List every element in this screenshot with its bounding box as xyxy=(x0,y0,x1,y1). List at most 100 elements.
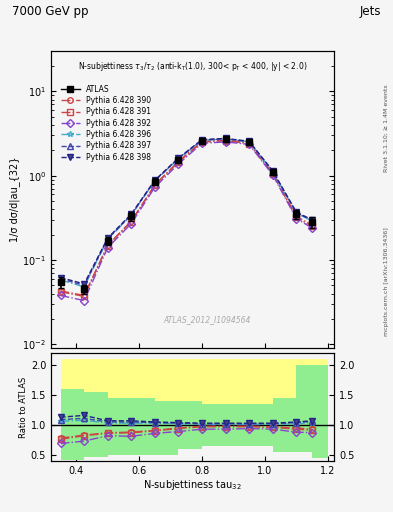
Pythia 6.428 392 xyxy=(270,172,275,178)
Bar xyxy=(84,392,108,457)
Pythia 6.428 390 xyxy=(105,242,110,248)
Bar xyxy=(296,365,312,452)
Bar xyxy=(178,401,202,449)
Pythia 6.428 397 xyxy=(200,137,204,143)
Pythia 6.428 390 xyxy=(223,137,228,143)
Pythia 6.428 398 xyxy=(58,274,63,281)
Bar xyxy=(131,398,155,455)
Line: Pythia 6.428 390: Pythia 6.428 390 xyxy=(58,137,315,298)
Bar xyxy=(202,404,226,446)
Pythia 6.428 397 xyxy=(82,282,86,288)
Pythia 6.428 397 xyxy=(223,136,228,142)
Pythia 6.428 391 xyxy=(247,141,252,147)
Bar xyxy=(296,359,312,452)
Bar xyxy=(155,401,178,455)
Pythia 6.428 390 xyxy=(129,218,134,224)
Bar xyxy=(108,398,131,455)
Pythia 6.428 391 xyxy=(82,293,86,300)
Line: Pythia 6.428 396: Pythia 6.428 396 xyxy=(58,136,315,290)
Bar xyxy=(226,404,249,446)
Pythia 6.428 390 xyxy=(200,138,204,144)
Pythia 6.428 391 xyxy=(200,139,204,145)
Pythia 6.428 390 xyxy=(176,158,181,164)
Bar xyxy=(61,389,84,460)
Pythia 6.428 390 xyxy=(294,213,299,219)
Pythia 6.428 397 xyxy=(294,209,299,216)
Pythia 6.428 392 xyxy=(58,292,63,298)
Pythia 6.428 397 xyxy=(152,178,157,184)
Text: Jets: Jets xyxy=(360,5,381,18)
Pythia 6.428 397 xyxy=(247,139,252,145)
Pythia 6.428 392 xyxy=(247,141,252,147)
Text: mcplots.cern.ch [arXiv:1306.3436]: mcplots.cern.ch [arXiv:1306.3436] xyxy=(384,227,389,336)
Pythia 6.428 391 xyxy=(58,289,63,295)
Pythia 6.428 398 xyxy=(200,137,204,143)
Bar xyxy=(131,359,155,455)
Pythia 6.428 397 xyxy=(270,168,275,174)
Pythia 6.428 392 xyxy=(176,161,181,167)
Pythia 6.428 392 xyxy=(82,297,86,304)
X-axis label: N-subjettiness tau$_{32}$: N-subjettiness tau$_{32}$ xyxy=(143,478,242,493)
Pythia 6.428 396 xyxy=(310,218,314,224)
Pythia 6.428 396 xyxy=(223,136,228,142)
Pythia 6.428 396 xyxy=(200,137,204,143)
Pythia 6.428 398 xyxy=(270,168,275,174)
Pythia 6.428 396 xyxy=(129,212,134,218)
Bar xyxy=(84,359,108,457)
Bar xyxy=(249,359,273,446)
Pythia 6.428 390 xyxy=(270,170,275,176)
Line: Pythia 6.428 391: Pythia 6.428 391 xyxy=(58,138,315,299)
Text: 7000 GeV pp: 7000 GeV pp xyxy=(12,5,88,18)
Pythia 6.428 391 xyxy=(105,243,110,249)
Bar xyxy=(108,359,131,455)
Pythia 6.428 390 xyxy=(82,292,86,298)
Line: Pythia 6.428 397: Pythia 6.428 397 xyxy=(58,136,315,288)
Text: N-subjettiness $\tau_3/\tau_2$ (anti-k$_\mathrm{T}$(1.0), 300< p$_\mathrm{T}$ < : N-subjettiness $\tau_3/\tau_2$ (anti-k$_… xyxy=(78,60,307,73)
Pythia 6.428 396 xyxy=(294,210,299,216)
Pythia 6.428 392 xyxy=(294,216,299,222)
Bar xyxy=(249,404,273,446)
Pythia 6.428 391 xyxy=(176,159,181,165)
Pythia 6.428 396 xyxy=(152,178,157,184)
Bar xyxy=(178,359,202,449)
Pythia 6.428 396 xyxy=(270,168,275,175)
Bar xyxy=(61,359,84,460)
Pythia 6.428 392 xyxy=(152,184,157,190)
Pythia 6.428 397 xyxy=(58,275,63,282)
Text: ATLAS_2012_I1094564: ATLAS_2012_I1094564 xyxy=(163,315,250,325)
Legend: ATLAS, Pythia 6.428 390, Pythia 6.428 391, Pythia 6.428 392, Pythia 6.428 396, P: ATLAS, Pythia 6.428 390, Pythia 6.428 39… xyxy=(58,82,154,164)
Pythia 6.428 398 xyxy=(223,135,228,141)
Line: Pythia 6.428 398: Pythia 6.428 398 xyxy=(58,136,315,287)
Pythia 6.428 391 xyxy=(223,138,228,144)
Pythia 6.428 397 xyxy=(310,217,314,223)
Bar xyxy=(273,359,296,452)
Pythia 6.428 392 xyxy=(310,225,314,231)
Pythia 6.428 397 xyxy=(105,236,110,242)
Bar xyxy=(312,365,328,458)
Pythia 6.428 398 xyxy=(294,209,299,215)
Bar xyxy=(202,359,226,446)
Line: Pythia 6.428 392: Pythia 6.428 392 xyxy=(58,139,315,304)
Pythia 6.428 398 xyxy=(247,138,252,144)
Pythia 6.428 390 xyxy=(58,288,63,294)
Pythia 6.428 398 xyxy=(176,155,181,161)
Pythia 6.428 391 xyxy=(129,219,134,225)
Y-axis label: 1/σ dσ/d|au_{32}: 1/σ dσ/d|au_{32} xyxy=(9,157,20,242)
Pythia 6.428 390 xyxy=(247,140,252,146)
Bar xyxy=(226,359,249,446)
Bar xyxy=(273,398,296,452)
Pythia 6.428 398 xyxy=(152,177,157,183)
Pythia 6.428 396 xyxy=(82,284,86,290)
Pythia 6.428 398 xyxy=(310,217,314,223)
Pythia 6.428 396 xyxy=(105,237,110,243)
Pythia 6.428 392 xyxy=(129,221,134,227)
Pythia 6.428 398 xyxy=(129,211,134,217)
Pythia 6.428 397 xyxy=(129,211,134,218)
Pythia 6.428 398 xyxy=(105,235,110,241)
Pythia 6.428 390 xyxy=(310,222,314,228)
Pythia 6.428 392 xyxy=(105,245,110,251)
Pythia 6.428 392 xyxy=(223,139,228,145)
Y-axis label: Ratio to ATLAS: Ratio to ATLAS xyxy=(19,376,28,438)
Text: Rivet 3.1.10; ≥ 1.4M events: Rivet 3.1.10; ≥ 1.4M events xyxy=(384,84,389,172)
Bar xyxy=(312,359,328,458)
